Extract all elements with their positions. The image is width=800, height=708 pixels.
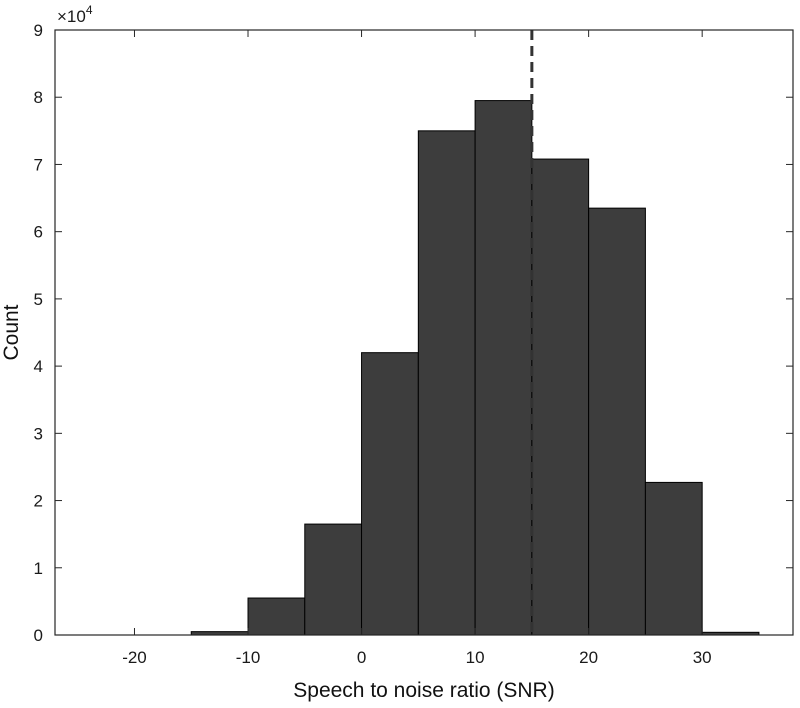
histogram-bar (588, 207, 646, 636)
x-tick-label: 0 (357, 648, 366, 667)
histogram-bar (304, 523, 363, 636)
x-axis-label: Speech to noise ratio (SNR) (293, 679, 554, 702)
histogram-bar (644, 481, 703, 636)
x-tick-label: 20 (579, 648, 598, 667)
y-tick-label: 4 (34, 357, 43, 376)
histogram-bar (361, 352, 419, 636)
y-axis-label: Count (0, 304, 23, 360)
y-tick-label: 8 (34, 88, 43, 107)
bars-group (190, 100, 760, 636)
y-tick-label: 0 (34, 626, 43, 645)
histogram-bar (417, 130, 476, 636)
x-axis-ticks: -20 -10 0 10 20 30 (122, 30, 712, 667)
y-axis-ticks: 0 1 2 3 4 5 6 7 8 9 (34, 21, 793, 645)
y-tick-label: 5 (34, 290, 43, 309)
y-tick-label: 7 (34, 155, 43, 174)
y-axis-multiplier-exponent: 4 (86, 3, 93, 17)
histogram-bar (474, 100, 533, 636)
x-tick-label: -20 (122, 648, 147, 667)
plot-area-frame (54, 29, 794, 636)
histogram-bar (247, 597, 306, 636)
y-axis-multiplier-base: ×10 (57, 7, 86, 26)
y-tick-label: 3 (34, 424, 43, 443)
y-tick-label: 6 (34, 223, 43, 242)
x-tick-label: -10 (236, 648, 261, 667)
histogram-bar (531, 158, 590, 636)
y-tick-label: 9 (34, 21, 43, 40)
x-tick-label: 10 (466, 648, 485, 667)
y-tick-label: 2 (34, 492, 43, 511)
x-tick-label: 30 (693, 648, 712, 667)
y-axis-multiplier: ×104 (57, 3, 93, 26)
y-tick-label: 1 (34, 559, 43, 578)
